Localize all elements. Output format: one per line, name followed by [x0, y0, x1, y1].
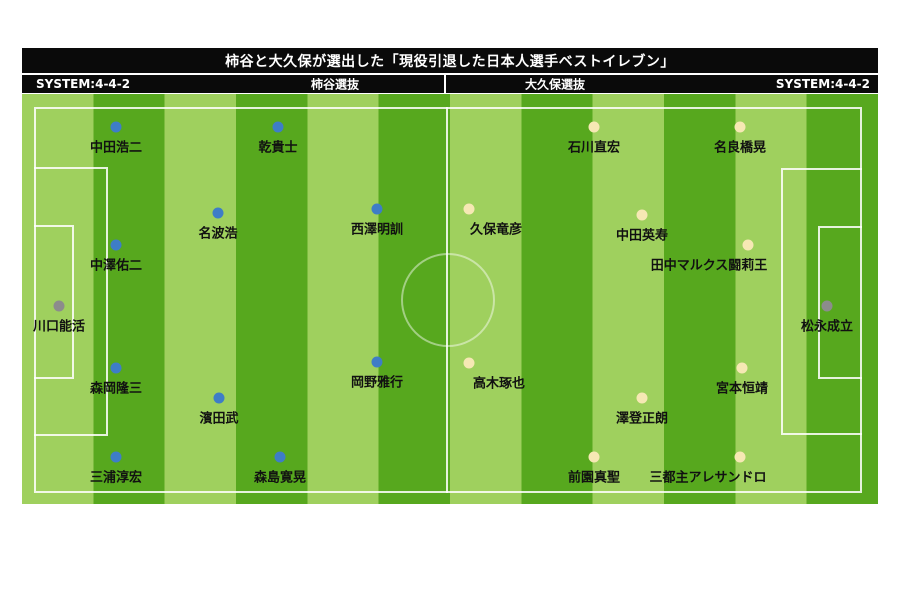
player-dot — [371, 203, 383, 215]
player-label: 中田浩二 — [89, 140, 143, 156]
center-circle — [401, 253, 495, 347]
player-label: 三浦淳宏 — [89, 470, 143, 486]
player-label: 前園真聖 — [567, 470, 621, 486]
player-dot — [734, 451, 746, 463]
goal-area-right — [818, 226, 862, 379]
player-dot-goalkeeper — [821, 300, 833, 312]
player-dot — [110, 451, 122, 463]
player-label: 石川直宏 — [567, 140, 621, 156]
player-label: 岡野雅行 — [350, 375, 404, 391]
player-label: 西澤明訓 — [350, 222, 404, 238]
player-dot-goalkeeper — [53, 300, 65, 312]
player-dot — [110, 121, 122, 133]
player-dot — [212, 207, 224, 219]
player-label: 濱田武 — [199, 411, 239, 427]
pitch: 川口能活 中田浩二中澤佑二森岡隆三三浦淳宏 乾貴士名波浩濱田武森島寛晃 西澤明訓岡野雅… — [22, 94, 878, 504]
player-label: 松永成立 — [800, 319, 854, 335]
penalty-area-right — [781, 168, 862, 435]
player-dot — [213, 392, 225, 404]
player-label: 森島寛晃 — [253, 470, 307, 486]
player-label: 名良橋晃 — [713, 140, 767, 156]
title-bar: 柿谷と大久保が選出した「現役引退した日本人選手ベストイレブン」 — [22, 48, 878, 75]
player-dot — [463, 357, 475, 369]
player-label: 三都主アレサンドロ — [649, 470, 767, 486]
player-dot — [588, 451, 600, 463]
player-dot — [742, 239, 754, 251]
player-label: 川口能活 — [32, 319, 86, 335]
subtitle-bar: SYSTEM:4-4-2 柿谷選抜 大久保選抜 SYSTEM:4-4-2 — [22, 75, 878, 93]
player-dot — [110, 239, 122, 251]
player-dot — [636, 209, 648, 221]
touchline-rect — [34, 107, 862, 493]
player-label: 中田英寿 — [615, 228, 669, 244]
player-label: 高木琢也 — [472, 376, 526, 392]
header-divider — [444, 75, 446, 93]
player-dot — [274, 451, 286, 463]
player-dot — [463, 203, 475, 215]
system-label-right: SYSTEM:4-4-2 — [775, 77, 870, 91]
player-dot — [734, 121, 746, 133]
player-dot — [636, 392, 648, 404]
header: 柿谷と大久保が選出した「現役引退した日本人選手ベストイレブン」 SYSTEM:4… — [22, 48, 878, 93]
player-dot — [588, 121, 600, 133]
player-dot — [110, 362, 122, 374]
player-label: 田中マルクス闘莉王 — [650, 258, 768, 274]
player-label: 中澤佑二 — [89, 258, 143, 274]
player-dot — [371, 356, 383, 368]
penalty-area-left — [34, 167, 108, 436]
system-label-left: SYSTEM:4-4-2 — [36, 77, 131, 91]
player-label: 宮本恒靖 — [715, 381, 769, 397]
page-title: 柿谷と大久保が選出した「現役引退した日本人選手ベストイレブン」 — [225, 53, 675, 70]
player-label: 澤登正朗 — [615, 411, 669, 427]
goal-area-left — [34, 225, 74, 379]
player-label: 久保竜彦 — [469, 222, 523, 238]
player-label: 名波浩 — [198, 226, 238, 242]
team-name-right: 大久保選抜 — [524, 77, 586, 92]
player-label: 乾貴士 — [258, 140, 298, 156]
player-label: 森岡隆三 — [89, 381, 143, 397]
player-dot — [272, 121, 284, 133]
team-name-left: 柿谷選抜 — [310, 77, 360, 92]
player-dot — [736, 362, 748, 374]
